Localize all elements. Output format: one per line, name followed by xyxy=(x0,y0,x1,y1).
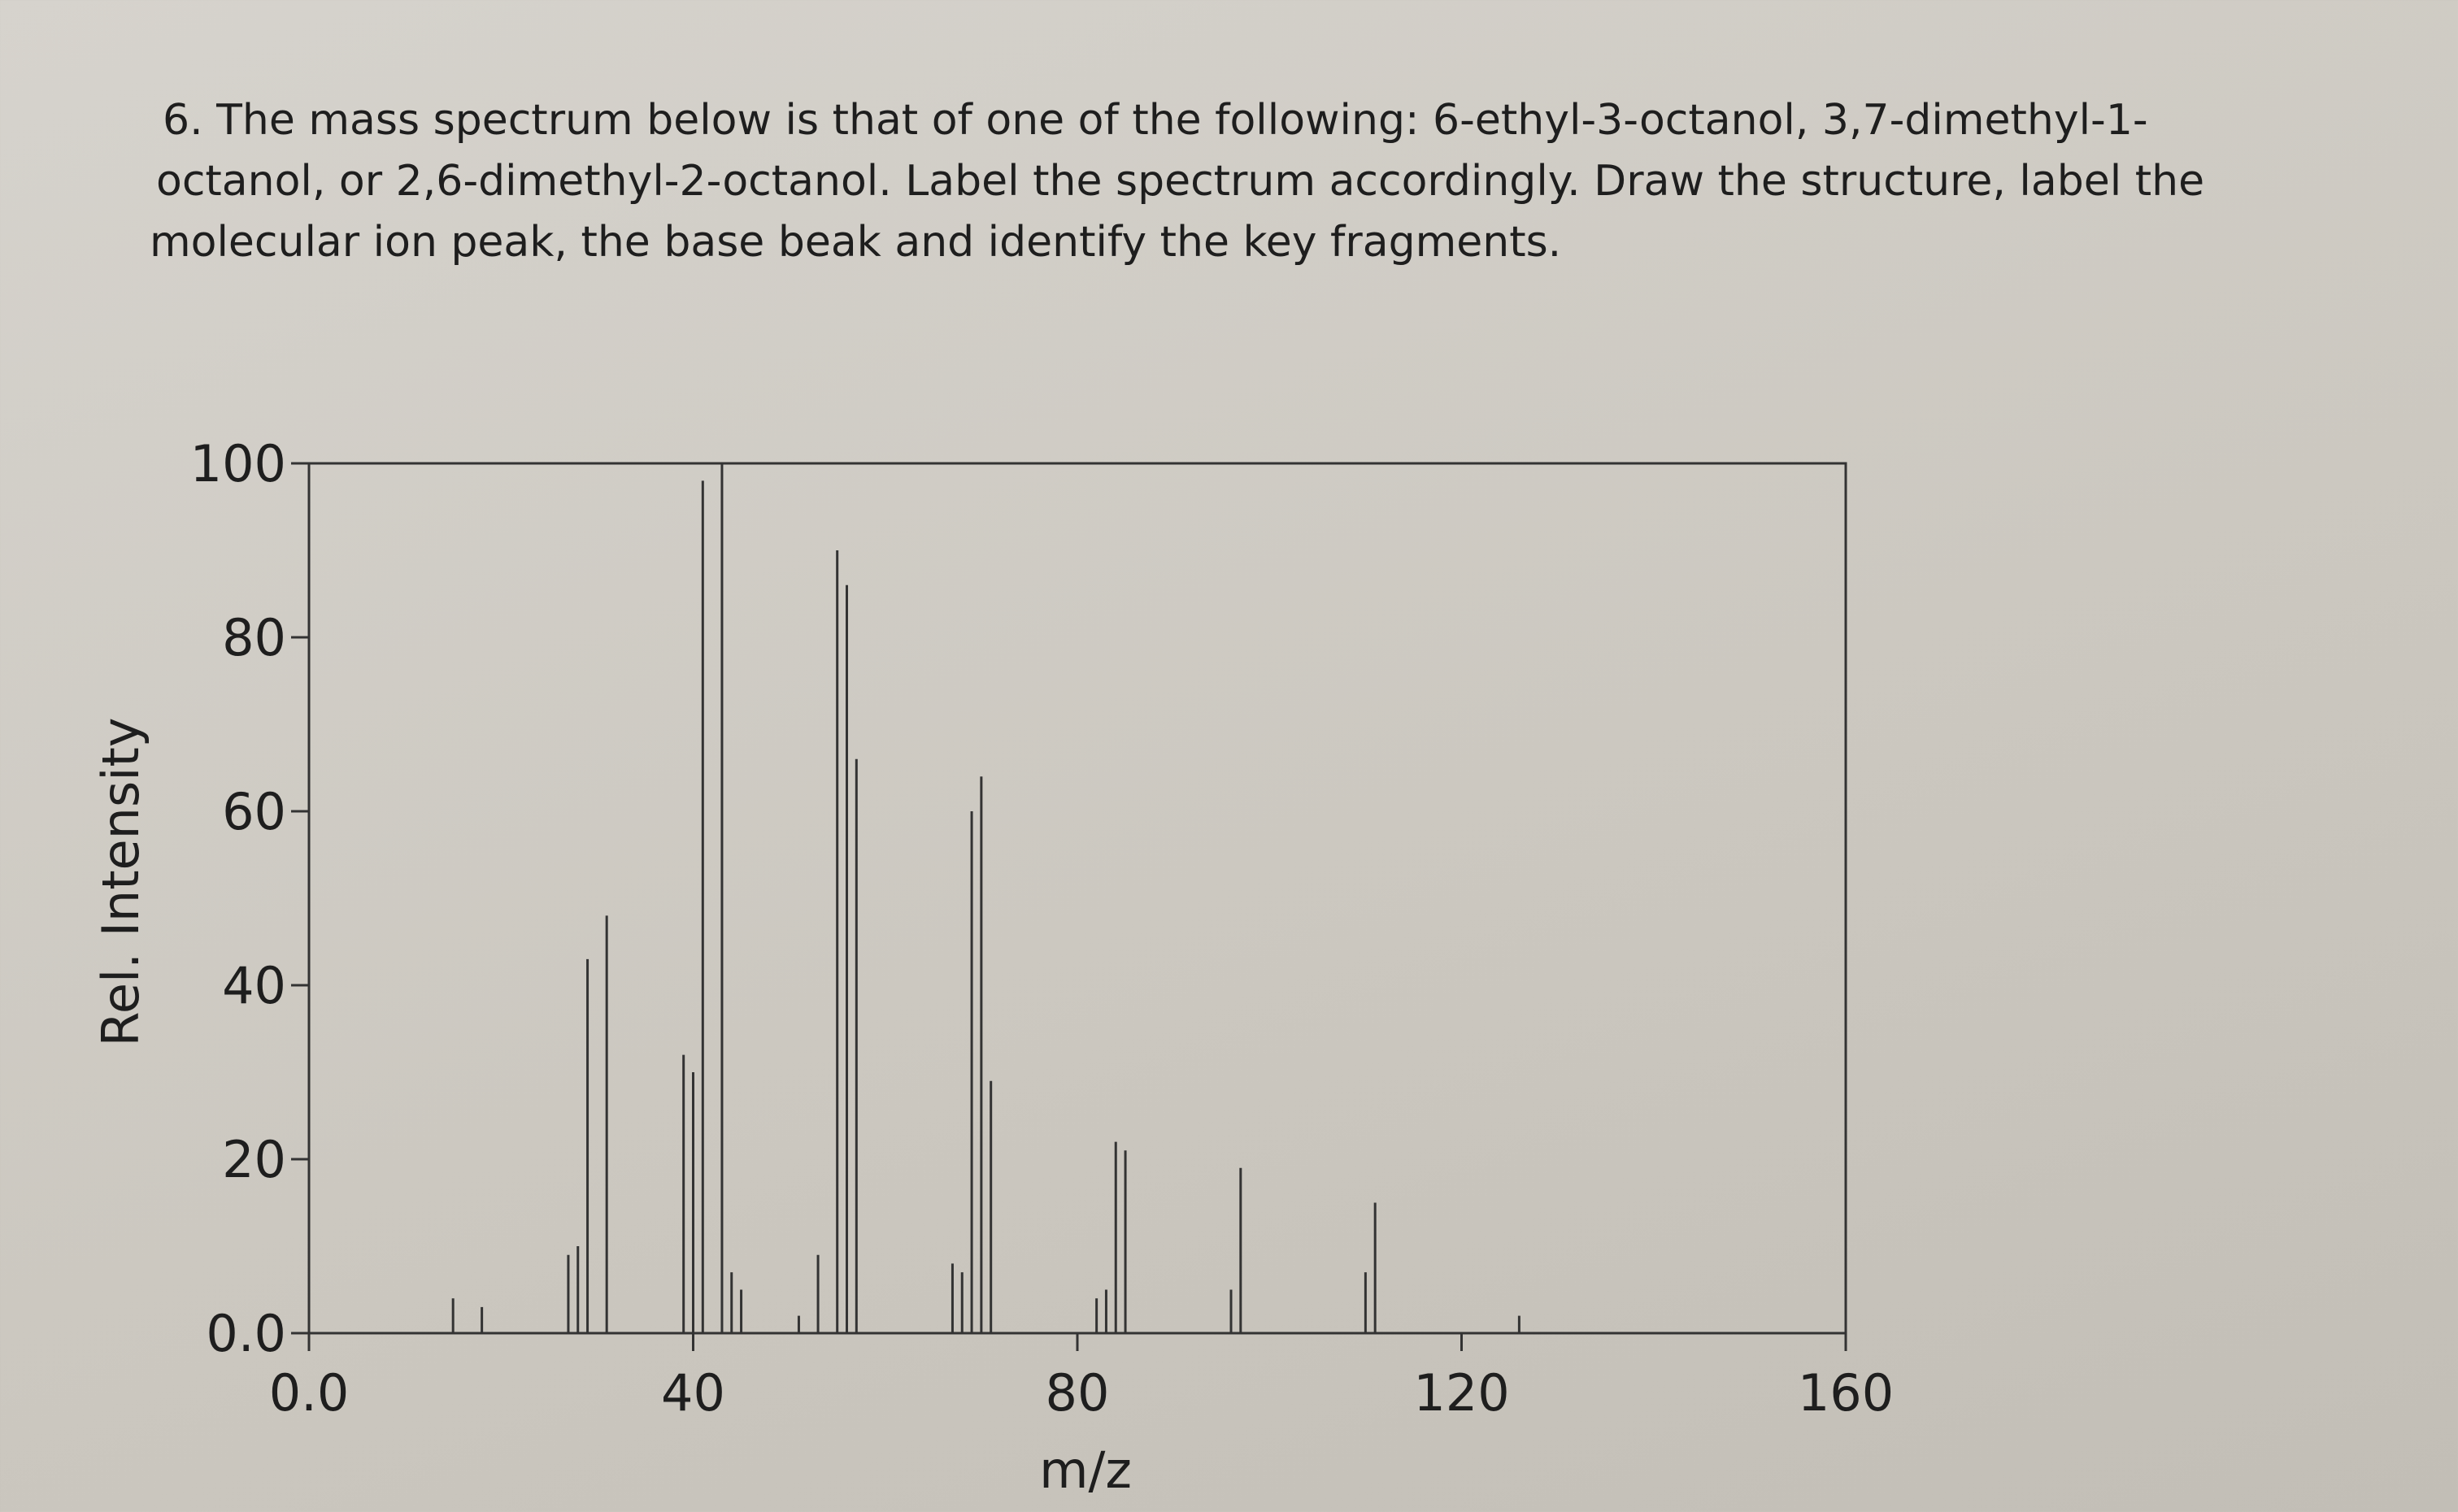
x-tick-label: 120 xyxy=(1413,1363,1509,1423)
y-tick-label: 20 xyxy=(222,1130,286,1189)
y-tick-label: 80 xyxy=(222,608,286,667)
x-tick-label: 160 xyxy=(1798,1363,1894,1423)
question-line: octanol, or 2,6-dimethyl-2-octanol. Labe… xyxy=(156,157,2204,206)
y-axis-title: Rel. Intensity xyxy=(91,718,150,1047)
y-tick-label: 100 xyxy=(190,434,286,493)
x-tick-label: 80 xyxy=(1046,1363,1110,1423)
x-tick-label: 40 xyxy=(661,1363,725,1423)
y-tick-label: 0.0 xyxy=(206,1304,286,1363)
y-tick-label: 60 xyxy=(222,782,286,841)
x-tick-label: 0.0 xyxy=(269,1363,350,1423)
y-tick-label: 40 xyxy=(222,956,286,1015)
plot-frame xyxy=(307,462,1847,1335)
question-line: molecular ion peak, the base beak and id… xyxy=(150,218,1561,267)
plot: 0.0 20 40 60 80 100 0.0 40 80 120 160 xyxy=(190,434,1895,1423)
question-line: 6. The mass spectrum below is that of on… xyxy=(163,96,2148,145)
x-axis-title: m/z xyxy=(1039,1440,1132,1500)
